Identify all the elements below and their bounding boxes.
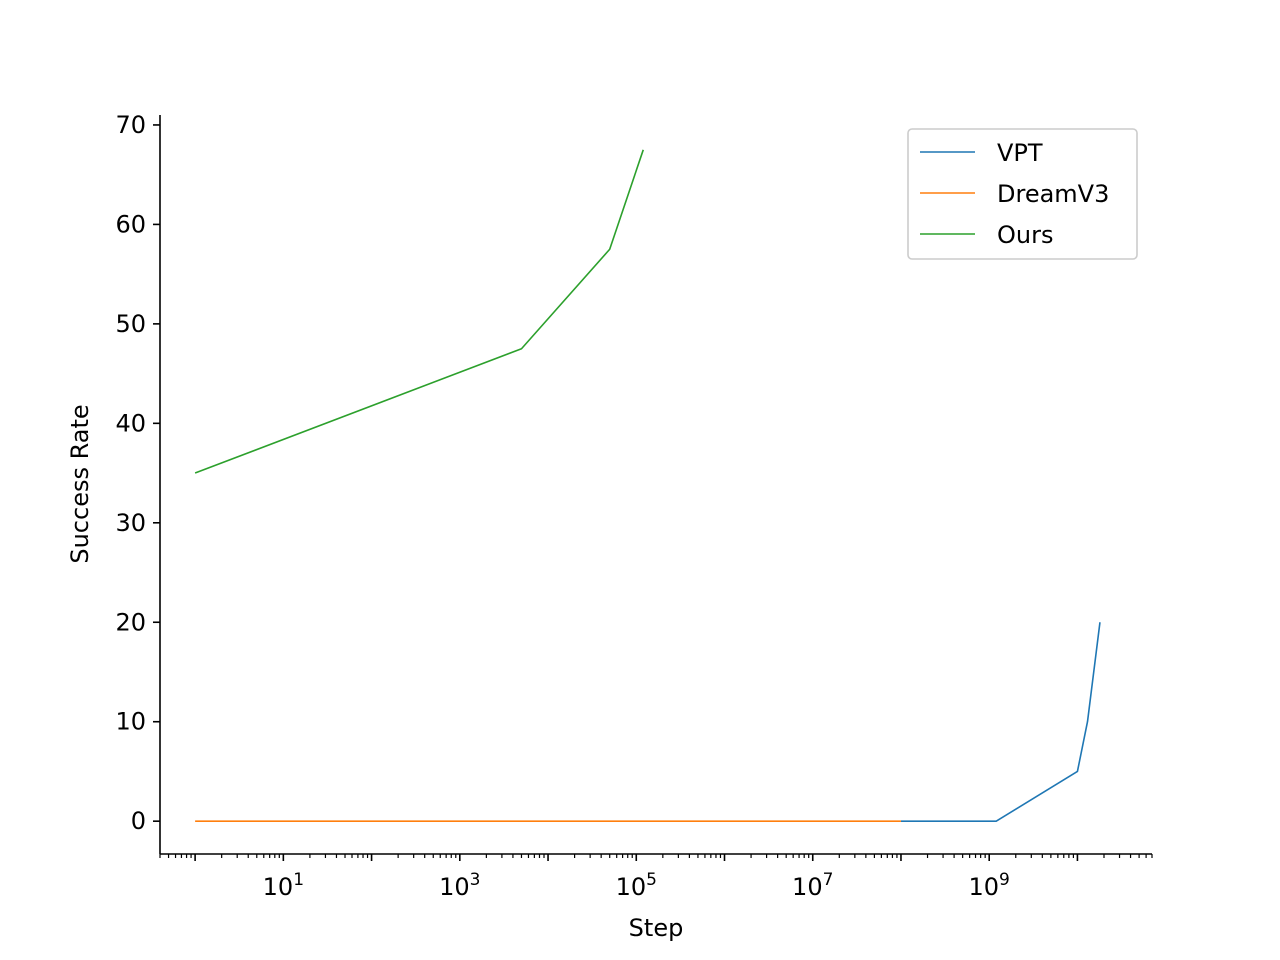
y-tick-label: 10 xyxy=(115,708,146,736)
y-tick-label: 20 xyxy=(115,608,146,636)
y-tick-label: 60 xyxy=(115,210,146,238)
y-tick-label: 70 xyxy=(115,111,146,139)
x-tick-label: 105 xyxy=(616,870,657,901)
y-axis-label: Success Rate xyxy=(66,404,94,563)
y-ticks: 0 10 20 30 40 50 60 70 xyxy=(115,111,160,835)
x-tick-label: 109 xyxy=(969,870,1010,901)
legend-label-dreamv3: DreamV3 xyxy=(997,180,1109,208)
y-tick-label: 30 xyxy=(115,509,146,537)
y-tick-label: 50 xyxy=(115,310,146,338)
x-tick-label: 101 xyxy=(263,870,304,901)
x-tick-label: 107 xyxy=(792,870,833,901)
x-axis-label: Step xyxy=(629,914,684,942)
y-tick-label: 0 xyxy=(131,807,146,835)
series-layer xyxy=(194,149,1101,822)
y-tick-label: 40 xyxy=(115,409,146,437)
legend: VPT DreamV3 Ours xyxy=(907,128,1138,260)
legend-label-ours: Ours xyxy=(997,221,1053,249)
x-ticks: 101 103 105 107 109 xyxy=(159,854,1153,901)
legend-label-vpt: VPT xyxy=(997,139,1043,167)
series-line-ours xyxy=(194,149,645,474)
legend-items: VPT DreamV3 Ours xyxy=(920,139,1109,249)
series-line-vpt xyxy=(900,622,1101,822)
legend-box xyxy=(907,128,1138,260)
x-tick-label: 103 xyxy=(439,870,480,901)
